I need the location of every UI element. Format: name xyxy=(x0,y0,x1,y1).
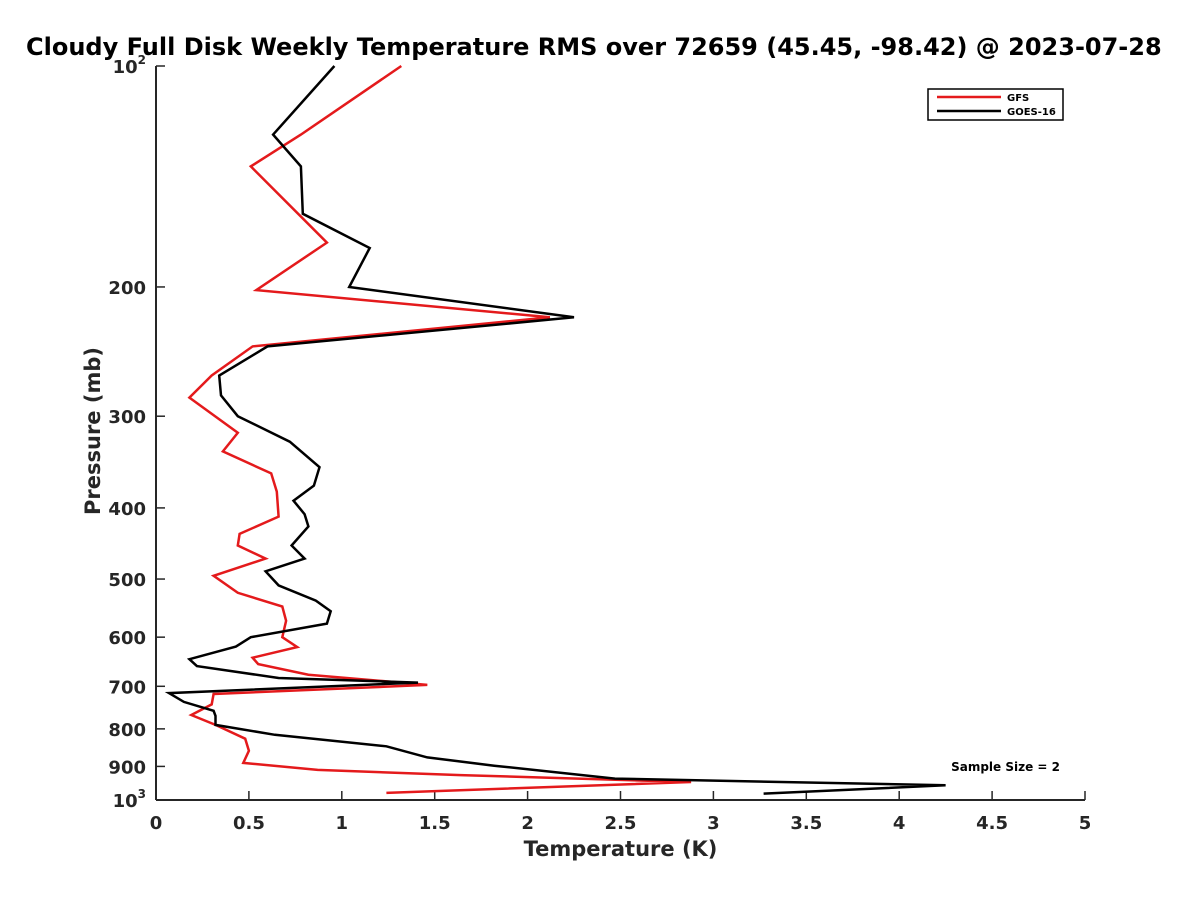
y-axis-label: Pressure (mb) xyxy=(81,347,105,515)
y-tick-base: 10 xyxy=(113,57,138,78)
legend-label: GOES-16 xyxy=(1007,107,1056,118)
legend: GFS GOES-16 xyxy=(927,88,1064,121)
y-tick-label: 800 xyxy=(108,720,146,741)
x-axis-ticks: 0 0.5 1 1.5 2 2.5 3 3.5 4 4.5 5 xyxy=(150,791,1092,834)
series-line-goes-16 xyxy=(164,65,946,795)
y-tick-label: 900 xyxy=(108,757,146,778)
legend-label: GFS xyxy=(1007,93,1029,104)
y-tick-label: 103 xyxy=(113,787,146,812)
x-tick-label: 0.5 xyxy=(233,813,265,834)
legend-box xyxy=(927,88,1064,121)
y-tick-label: 300 xyxy=(108,407,146,428)
x-tick-label: 4 xyxy=(893,813,906,834)
x-tick-label: 5 xyxy=(1079,813,1092,834)
y-tick-label: 600 xyxy=(108,628,146,649)
series-line-gfs xyxy=(187,64,692,795)
x-tick-label: 1 xyxy=(336,813,349,834)
series-lines xyxy=(164,64,946,795)
x-tick-label: 4.5 xyxy=(976,813,1008,834)
y-tick-exponent: 3 xyxy=(138,787,146,801)
x-tick-label: 2.5 xyxy=(605,813,637,834)
x-tick-label: 1.5 xyxy=(419,813,451,834)
x-tick-label: 0 xyxy=(150,813,163,834)
y-tick-base: 10 xyxy=(113,791,138,812)
y-tick-label: 200 xyxy=(108,278,146,299)
y-tick-label: 700 xyxy=(108,677,146,698)
sample-size-annotation: Sample Size = 2 xyxy=(951,760,1060,774)
y-tick-label: 500 xyxy=(108,570,146,591)
y-tick-label: 400 xyxy=(108,499,146,520)
x-tick-label: 3 xyxy=(707,813,720,834)
chart-title: Cloudy Full Disk Weekly Temperature RMS … xyxy=(26,33,1162,61)
x-tick-label: 2 xyxy=(521,813,534,834)
y-tick-label: 102 xyxy=(113,53,146,78)
y-tick-exponent: 2 xyxy=(138,53,146,67)
x-axis-label: Temperature (K) xyxy=(524,837,718,861)
x-tick-label: 3.5 xyxy=(790,813,822,834)
